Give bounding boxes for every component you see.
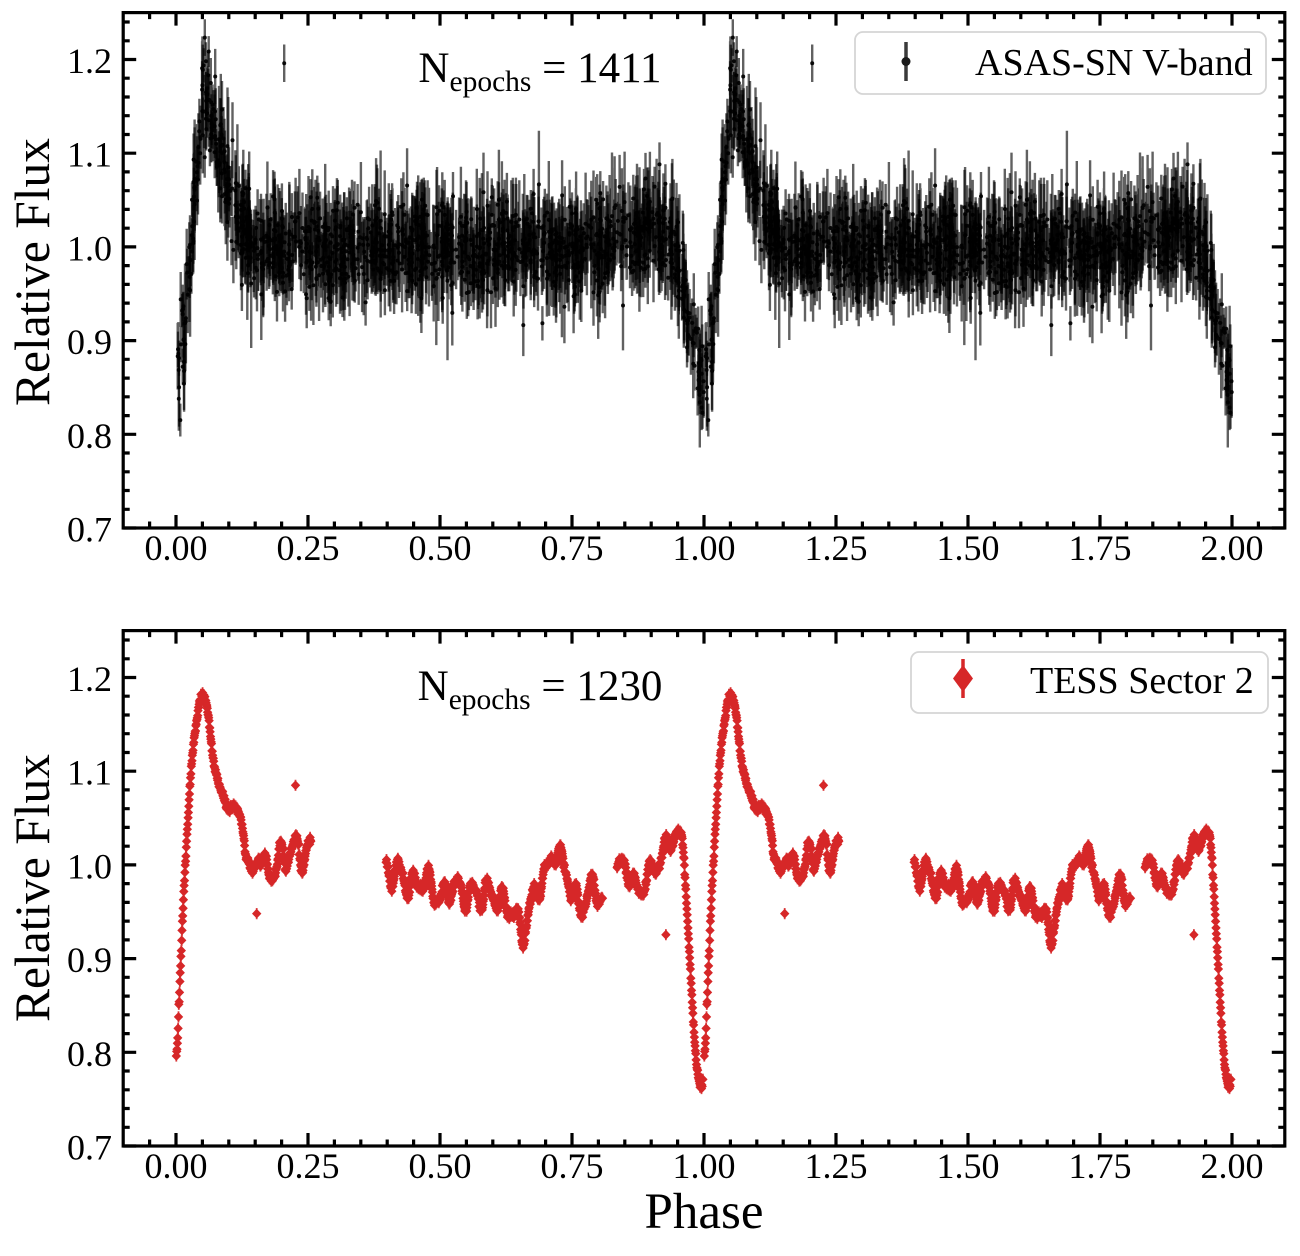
svg-text:Nepochs = 1411: Nepochs = 1411 <box>418 45 661 98</box>
svg-text:0.00: 0.00 <box>145 528 208 568</box>
svg-text:1.50: 1.50 <box>937 1146 1000 1186</box>
svg-text:1.1: 1.1 <box>67 135 112 175</box>
svg-text:1.0: 1.0 <box>67 228 112 268</box>
svg-text:0.50: 0.50 <box>409 528 472 568</box>
svg-text:0.9: 0.9 <box>67 322 112 362</box>
svg-text:1.25: 1.25 <box>805 1146 868 1186</box>
svg-text:1.00: 1.00 <box>673 1146 736 1186</box>
svg-text:0.50: 0.50 <box>409 1146 472 1186</box>
svg-text:1.2: 1.2 <box>67 659 112 699</box>
svg-text:0.75: 0.75 <box>541 528 604 568</box>
svg-text:1.50: 1.50 <box>937 528 1000 568</box>
svg-text:0.7: 0.7 <box>67 510 112 550</box>
svg-text:0.9: 0.9 <box>67 940 112 980</box>
svg-text:Relative Flux: Relative Flux <box>5 138 60 406</box>
svg-text:0.75: 0.75 <box>541 1146 604 1186</box>
svg-text:1.75: 1.75 <box>1069 528 1132 568</box>
svg-text:0.25: 0.25 <box>277 1146 340 1186</box>
svg-text:1.2: 1.2 <box>67 41 112 81</box>
svg-text:ASAS-SN V-band: ASAS-SN V-band <box>975 42 1253 84</box>
svg-text:TESS Sector 2: TESS Sector 2 <box>1030 660 1254 702</box>
svg-text:0.25: 0.25 <box>277 528 340 568</box>
svg-text:1.00: 1.00 <box>673 528 736 568</box>
svg-text:2.00: 2.00 <box>1201 1146 1264 1186</box>
svg-text:0.8: 0.8 <box>67 416 112 456</box>
svg-text:0.8: 0.8 <box>67 1034 112 1074</box>
svg-text:1.25: 1.25 <box>805 528 868 568</box>
svg-text:0.7: 0.7 <box>67 1128 112 1168</box>
svg-text:2.00: 2.00 <box>1201 528 1264 568</box>
svg-text:Relative Flux: Relative Flux <box>5 754 60 1022</box>
svg-text:Phase: Phase <box>645 1184 764 1240</box>
svg-text:1.0: 1.0 <box>67 846 112 886</box>
svg-text:1.1: 1.1 <box>67 753 112 793</box>
svg-text:0.00: 0.00 <box>145 1146 208 1186</box>
svg-text:1.75: 1.75 <box>1069 1146 1132 1186</box>
